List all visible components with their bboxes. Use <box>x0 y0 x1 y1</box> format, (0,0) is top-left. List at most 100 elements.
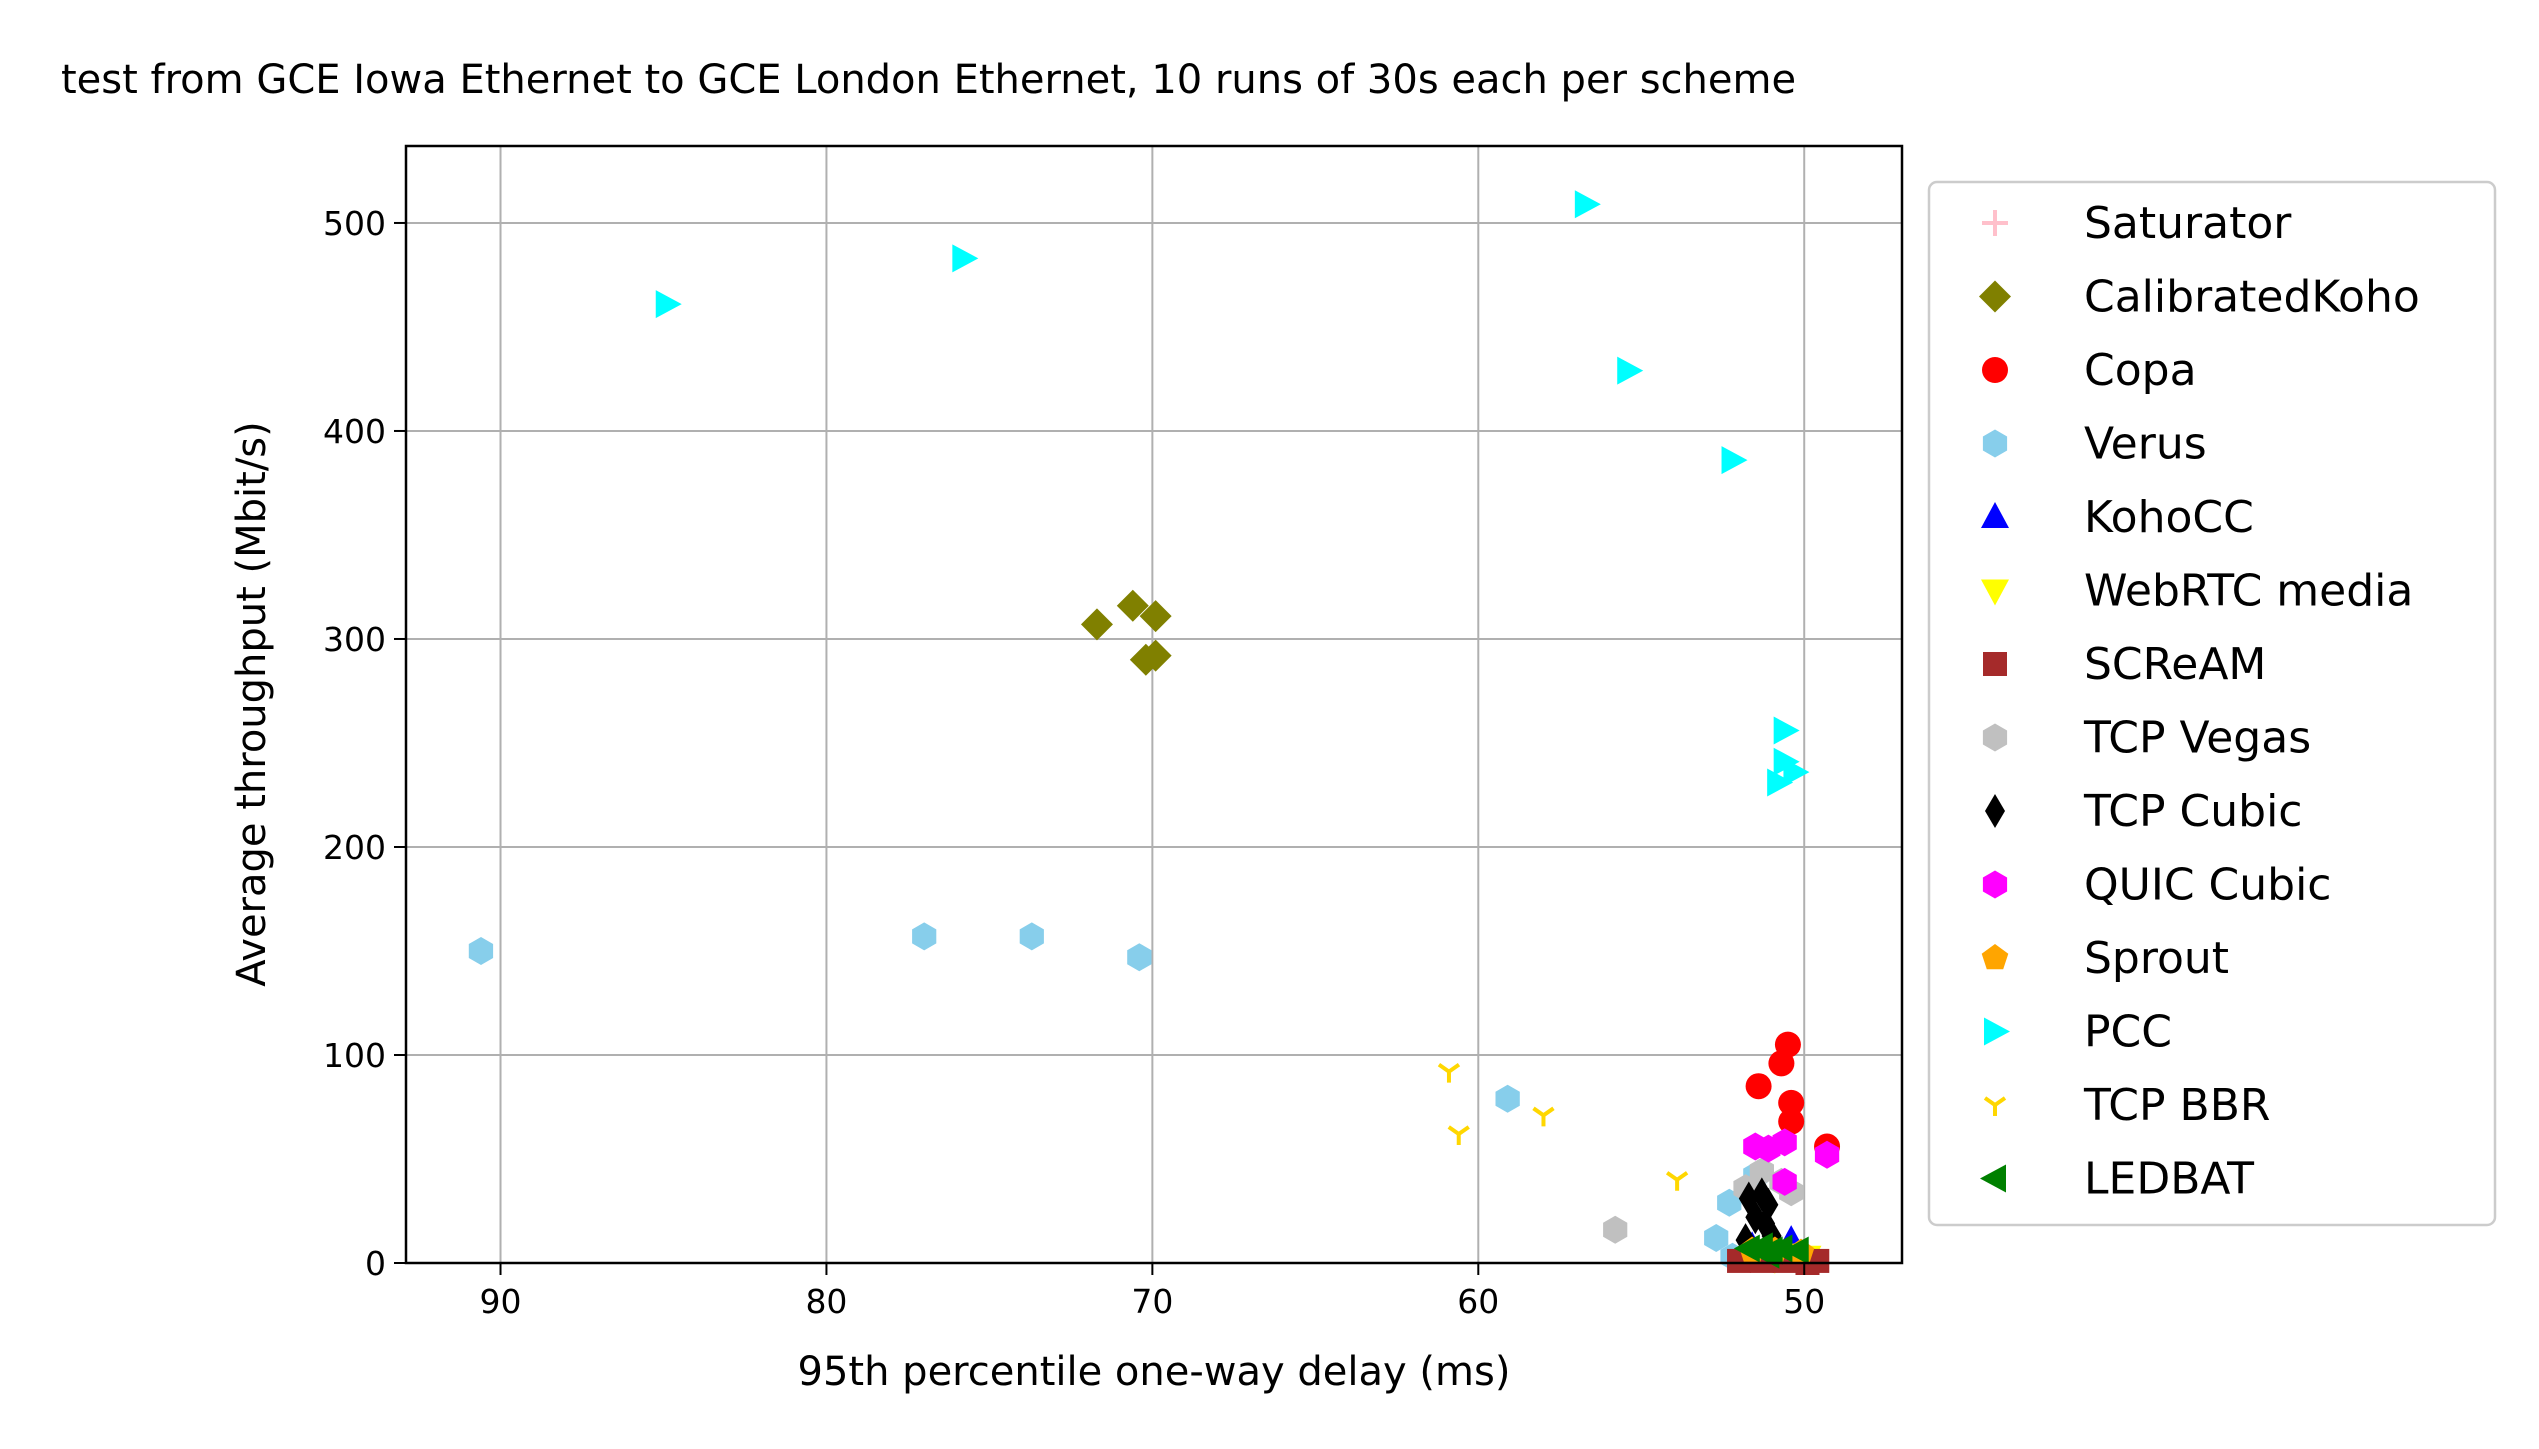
series-calibratedkoho <box>1080 589 1172 676</box>
point-calibratedkoho <box>1139 600 1172 633</box>
legend-label: WebRTC media <box>2084 566 2413 617</box>
legend-item-calibratedkoho: CalibratedKoho <box>1979 272 2420 323</box>
point-calibratedkoho <box>1139 639 1172 672</box>
point-pcc <box>655 290 682 319</box>
legend-marker-saturator <box>1982 210 2008 236</box>
legend-label: Sprout <box>2084 933 2229 984</box>
point-verus <box>912 922 937 951</box>
legend-label: PCC <box>2084 1007 2172 1058</box>
legend-label: TCP Vegas <box>2083 713 2311 764</box>
y-tick-label: 500 <box>323 204 386 243</box>
series-pcc <box>655 190 1810 797</box>
series-verus <box>468 922 1768 1271</box>
x-tick-label: 90 <box>480 1282 522 1321</box>
legend-box <box>1927 180 2497 1227</box>
legend-item-quic-cubic: QUIC Cubic <box>1982 860 2331 911</box>
point-tcp-vegas <box>1749 1157 1774 1186</box>
point-tcp-bbr <box>1437 1062 1461 1083</box>
x-tick-label: 50 <box>1783 1282 1825 1321</box>
point-calibratedkoho <box>1116 589 1149 622</box>
legend-marker-copa <box>1982 357 2008 383</box>
y-tick-label: 100 <box>323 1036 386 1075</box>
point-tcp-bbr <box>1532 1106 1555 1127</box>
legend-item-scream: SCReAM <box>1983 639 2266 690</box>
legend-label: Verus <box>2084 419 2207 470</box>
point-quic-cubic <box>1772 1128 1797 1157</box>
point-pcc <box>1773 716 1800 745</box>
legend-marker-tcp-vegas <box>1982 723 2008 752</box>
point-ledbat <box>1753 1240 1780 1269</box>
chart-title: test from GCE Iowa Ethernet to GCE Londo… <box>61 57 1796 103</box>
point-pcc <box>952 244 979 273</box>
legend-marker-sprout <box>1981 944 2009 970</box>
point-tcp-bbr <box>1447 1125 1470 1146</box>
point-verus <box>1019 922 1044 951</box>
legend-label: TCP Cubic <box>2083 786 2303 837</box>
point-ledbat <box>1782 1236 1809 1265</box>
legend-label: CalibratedKoho <box>2084 272 2420 323</box>
point-pcc <box>1617 356 1644 385</box>
legend-label: LEDBAT <box>2084 1154 2254 1205</box>
y-tick-label: 300 <box>323 620 386 659</box>
series-ledbat <box>1733 1232 1809 1269</box>
legend-marker-webrtc-media <box>1981 579 2009 606</box>
legend-label: TCP BBR <box>2083 1080 2270 1131</box>
legend-item-ledbat: LEDBAT <box>1980 1154 2254 1205</box>
series-quic-cubic <box>1743 1128 1840 1196</box>
legend-label: SCReAM <box>2084 639 2266 690</box>
legend-marker-ledbat <box>1980 1164 2006 1193</box>
legend-label: KohoCC <box>2084 492 2254 543</box>
plot-frame <box>404 144 1904 1265</box>
x-tick-label: 70 <box>1131 1282 1173 1321</box>
legend-item-verus: Verus <box>1982 419 2207 470</box>
y-tick-label: 400 <box>323 412 386 451</box>
x-axis-label: 95th percentile one-way delay (ms) <box>798 1349 1511 1395</box>
point-pcc <box>1721 446 1748 475</box>
point-calibratedkoho <box>1080 608 1113 641</box>
legend-item-copa: Copa <box>1982 345 2197 396</box>
point-verus <box>1127 943 1152 972</box>
grid-lines <box>406 146 1902 1264</box>
legend-item-tcp-cubic: TCP Cubic <box>1985 786 2303 837</box>
point-copa <box>1778 1108 1805 1135</box>
y-axis-label: Average throughput (Mbit/s) <box>229 421 275 987</box>
legend-marker-scream <box>1983 652 2007 676</box>
y-tick-label: 200 <box>323 828 386 867</box>
point-copa <box>1745 1073 1772 1100</box>
point-ledbat <box>1766 1234 1793 1263</box>
point-copa <box>1768 1050 1795 1077</box>
legend-label: QUIC Cubic <box>2084 860 2331 911</box>
legend-marker-pcc <box>1984 1017 2010 1046</box>
point-verus <box>468 937 494 965</box>
legend-item-tcp-bbr: TCP BBR <box>1983 1080 2270 1131</box>
legend-label: Copa <box>2084 345 2197 396</box>
x-tick-label: 60 <box>1457 1282 1499 1321</box>
legend-item-saturator: Saturator <box>1982 198 2292 249</box>
point-pcc <box>1767 768 1794 797</box>
legend-marker-calibratedkoho <box>1979 280 2011 313</box>
x-tick-label: 80 <box>805 1282 847 1321</box>
point-pcc <box>1574 190 1601 219</box>
legend-marker-tcp-bbr <box>1983 1096 2007 1116</box>
point-quic-cubic <box>1772 1167 1797 1196</box>
point-tcp-bbr <box>1665 1171 1689 1191</box>
point-tcp-vegas <box>1603 1215 1628 1244</box>
point-copa <box>1778 1089 1805 1116</box>
point-verus <box>1495 1084 1520 1113</box>
point-ledbat <box>1733 1234 1760 1263</box>
y-tick-label: 0 <box>365 1244 386 1283</box>
legend-item-tcp-vegas: TCP Vegas <box>1982 713 2311 764</box>
legend-marker-kohocc <box>1981 502 2009 528</box>
point-verus <box>1704 1224 1729 1252</box>
legend-item-webrtc-media: WebRTC media <box>1981 566 2413 617</box>
legend-marker-quic-cubic <box>1982 870 2008 899</box>
point-pcc <box>1783 758 1810 787</box>
legend-label: Saturator <box>2084 198 2292 249</box>
legend-marker-tcp-cubic <box>1985 794 2005 828</box>
legend-item-sprout: Sprout <box>1981 933 2229 984</box>
legend-marker-verus <box>1982 429 2008 458</box>
point-quic-cubic <box>1814 1140 1840 1169</box>
legend-item-kohocc: KohoCC <box>1981 492 2254 543</box>
